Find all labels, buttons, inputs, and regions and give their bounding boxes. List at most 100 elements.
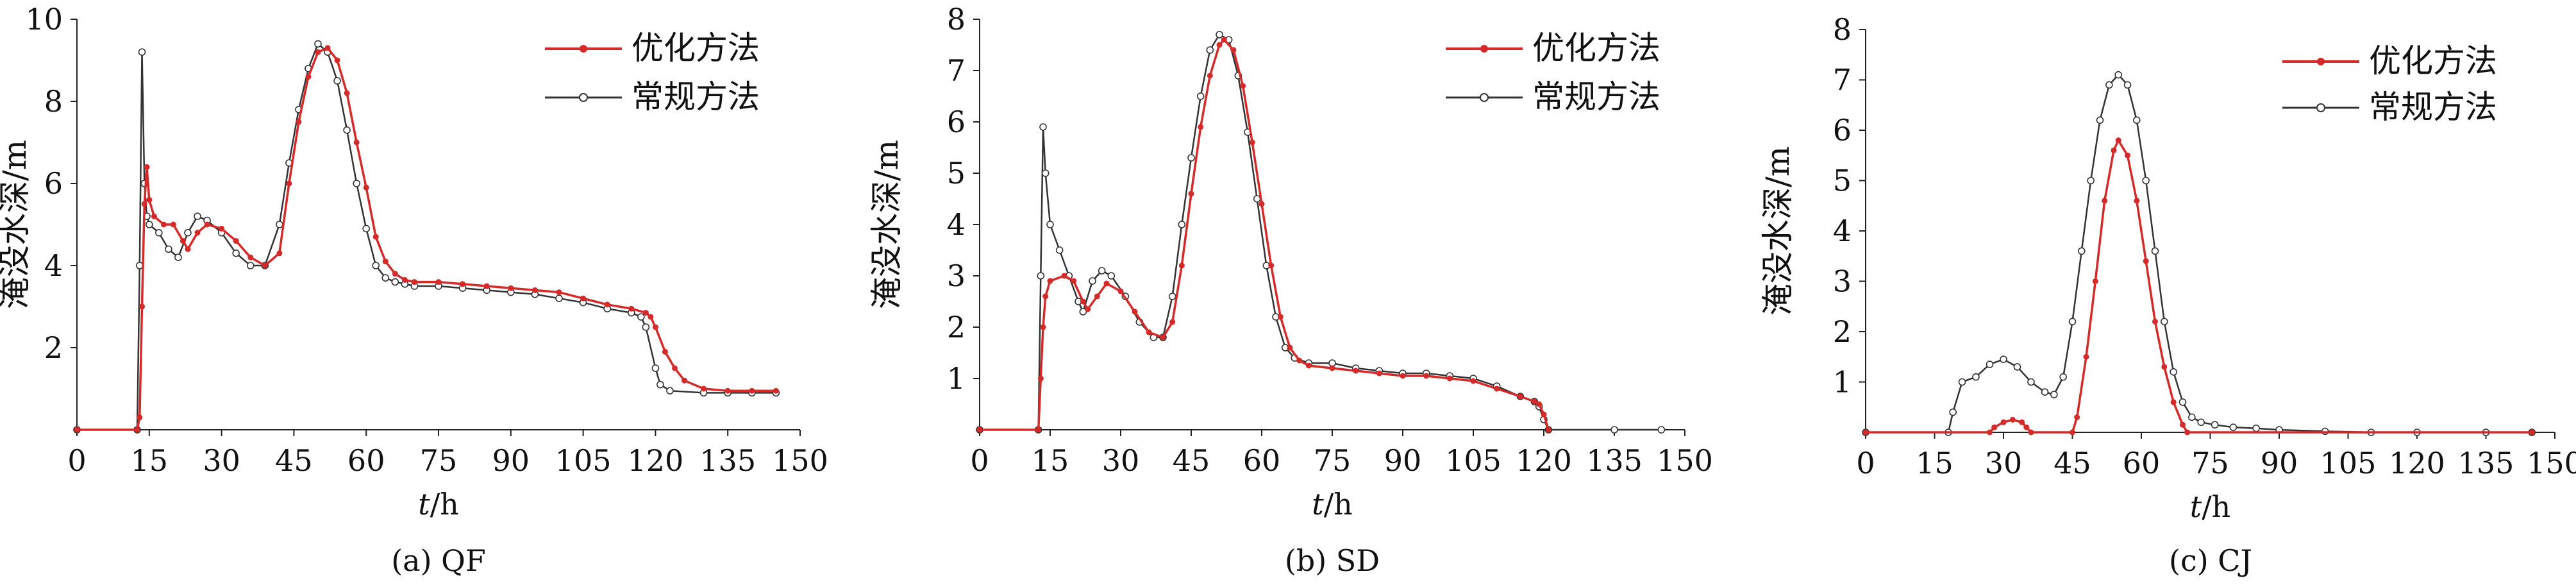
data-point-optimized <box>1117 288 1124 294</box>
y-tick-label: 1 <box>1833 365 1852 400</box>
x-tick-label: 150 <box>2527 446 2576 480</box>
data-point-optimized <box>1230 47 1237 53</box>
data-point-optimized <box>134 427 140 433</box>
data-point-optimized <box>1071 278 1077 284</box>
data-point-conventional <box>2179 398 2187 406</box>
data-point-conventional <box>2068 318 2077 326</box>
data-point-optimized <box>1249 139 1255 146</box>
data-point-conventional <box>657 380 664 389</box>
data-point-optimized <box>648 314 654 320</box>
data-point-optimized <box>1991 424 1998 430</box>
data-point-optimized <box>1037 375 1044 382</box>
data-point-optimized <box>233 238 239 244</box>
data-point-optimized <box>1240 83 1246 89</box>
series-line-conventional <box>1866 73 2532 434</box>
data-point-optimized <box>334 57 340 64</box>
data-point-conventional <box>276 221 283 228</box>
data-point-optimized <box>139 303 146 310</box>
data-point-optimized <box>1531 398 1537 405</box>
data-point-optimized <box>2000 419 2007 425</box>
x-tick-label: 120 <box>627 443 683 478</box>
x-axis-label: t/h <box>1312 487 1353 521</box>
data-point-optimized <box>1987 429 1993 436</box>
y-tick-label: 7 <box>947 53 966 88</box>
x-tick-label: 60 <box>1243 443 1281 478</box>
x-tick-label: 30 <box>203 443 240 478</box>
data-point-optimized <box>1035 427 1042 433</box>
x-tick-label: 75 <box>420 443 458 478</box>
data-point-optimized <box>671 365 678 371</box>
data-point-conventional <box>2123 81 2132 89</box>
data-point-conventional <box>2161 318 2168 326</box>
y-tick-label: 4 <box>947 207 966 242</box>
legend-label: 优化方法 <box>2369 42 2497 80</box>
y-tick-label: 6 <box>947 105 966 139</box>
series-line-optimized <box>1866 137 2532 434</box>
data-point-optimized <box>2023 424 2030 430</box>
data-point-conventional <box>1107 272 1116 280</box>
data-point-optimized <box>1094 293 1100 300</box>
data-point-optimized <box>296 119 302 125</box>
data-point-conventional <box>1196 92 1205 100</box>
y-tick-label: 10 <box>25 2 63 37</box>
data-point-conventional <box>1089 277 1096 285</box>
legend-marker-optimized <box>2317 58 2325 65</box>
data-point-optimized <box>2074 414 2080 420</box>
data-point-optimized <box>556 289 562 296</box>
data-point-optimized <box>701 386 707 392</box>
data-point-optimized <box>2083 353 2089 360</box>
x-tick-label: 60 <box>347 443 385 478</box>
data-point-conventional <box>651 364 660 372</box>
data-point-optimized <box>315 49 321 55</box>
data-point-conventional <box>1657 426 1666 434</box>
data-point-optimized <box>1446 375 1453 382</box>
data-point-optimized <box>2184 429 2191 436</box>
y-axis-label: 淹没水深/m <box>0 140 33 309</box>
data-point-conventional <box>246 262 255 269</box>
x-tick-label: 135 <box>2458 446 2514 480</box>
data-point-optimized <box>2143 258 2149 264</box>
data-point-conventional <box>1949 408 1957 416</box>
data-point-optimized <box>1353 368 1359 374</box>
x-axis-label: t/h <box>2190 489 2231 524</box>
data-point-optimized <box>1517 393 1523 400</box>
data-point-conventional <box>155 228 163 237</box>
data-point-conventional <box>353 180 360 187</box>
y-tick-label: 2 <box>44 330 63 365</box>
data-point-conventional <box>1098 267 1106 275</box>
data-point-conventional <box>2013 363 2021 371</box>
data-point-conventional <box>1046 221 1054 228</box>
data-point-conventional <box>1037 272 1045 280</box>
data-point-optimized <box>508 285 514 291</box>
data-point-optimized <box>531 287 538 293</box>
data-point-optimized <box>1470 378 1476 384</box>
data-point-optimized <box>628 305 635 312</box>
data-point-optimized <box>1536 401 1543 407</box>
data-point-optimized <box>1040 324 1046 330</box>
data-point-optimized <box>1287 344 1293 351</box>
data-point-optimized <box>1085 306 1091 312</box>
data-point-conventional <box>637 313 645 321</box>
data-point-optimized <box>483 283 490 289</box>
data-point-optimized <box>1400 373 1406 379</box>
data-point-optimized <box>2111 147 2117 153</box>
data-point-optimized <box>2028 429 2034 436</box>
x-tick-label: 75 <box>1314 443 1351 478</box>
data-point-conventional <box>2087 176 2095 185</box>
data-point-optimized <box>724 387 731 394</box>
data-point-conventional <box>372 262 380 269</box>
data-point-conventional <box>1610 426 1618 434</box>
data-point-optimized <box>460 281 466 287</box>
data-point-optimized <box>1494 386 1500 392</box>
data-point-conventional <box>2105 81 2113 89</box>
x-tick-label: 120 <box>1516 443 1572 478</box>
data-point-conventional <box>333 77 341 85</box>
x-tick-label: 135 <box>1586 443 1643 478</box>
data-point-conventional <box>343 126 351 134</box>
data-point-conventional <box>1986 360 1994 368</box>
data-point-conventional <box>2170 368 2177 376</box>
data-point-conventional <box>1972 373 1980 381</box>
chart-panel-1: 0 15 30 45 60 75 90 105 120 135 150 2 4 6 8 10 t/h 淹没水深/m… <box>0 2 828 578</box>
data-point-optimized <box>604 301 610 308</box>
y-axis-label: 淹没水深/m <box>1759 146 1796 316</box>
